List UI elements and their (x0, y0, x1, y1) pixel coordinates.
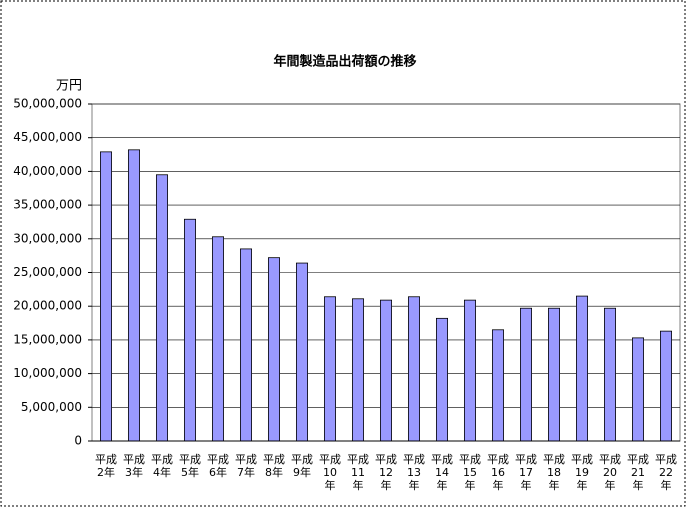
y-tick-label: 40,000,000 (13, 164, 82, 178)
y-unit: 万円 (56, 79, 82, 94)
x-tick-label: 平成4年 (151, 453, 173, 479)
x-tick-label: 平成20年 (599, 453, 621, 492)
x-tick-label: 平成9年 (291, 453, 313, 479)
y-tick-label: 45,000,000 (13, 130, 82, 144)
x-tick-label: 平成10年 (319, 453, 341, 492)
bar (604, 307, 617, 442)
y-tick-label: 25,000,000 (13, 265, 82, 279)
bar (407, 296, 420, 442)
x-tick-label: 平成5年 (179, 453, 201, 479)
y-tick-label: 0 (74, 434, 82, 448)
chart-title: 年間製造品出荷額の推移 (273, 54, 416, 70)
y-tick-label: 20,000,000 (13, 299, 82, 313)
bar (576, 295, 589, 442)
y-tick-label: 30,000,000 (13, 231, 82, 245)
x-tick-label: 平成13年 (403, 453, 425, 492)
x-tick-label: 平成12年 (375, 453, 397, 492)
x-tick-label: 平成16年 (487, 453, 509, 492)
bar (548, 307, 561, 442)
bar (323, 296, 336, 442)
bar (155, 174, 168, 442)
bar (100, 151, 113, 442)
bar (491, 329, 504, 442)
x-tick-label: 平成15年 (459, 453, 481, 492)
x-tick-label: 平成19年 (571, 453, 593, 492)
bar (351, 298, 364, 442)
x-tick-label: 平成21年 (627, 453, 649, 492)
bar (267, 257, 280, 442)
y-tick-label: 35,000,000 (13, 198, 82, 212)
x-tick-label: 平成11年 (347, 453, 369, 492)
bar (463, 299, 476, 442)
x-tick-label: 平成17年 (515, 453, 537, 492)
bar (239, 248, 252, 442)
x-tick-label: 平成2年 (95, 453, 117, 479)
y-tick-label: 15,000,000 (13, 332, 82, 346)
y-tick-label: 5,000,000 (21, 400, 82, 414)
bar (127, 149, 140, 442)
bar (183, 218, 196, 442)
x-tick-label: 平成22年 (655, 453, 677, 492)
x-tick-label: 平成18年 (543, 453, 565, 492)
y-tick-label: 10,000,000 (13, 366, 82, 380)
x-tick-label: 平成14年 (431, 453, 453, 492)
bar (295, 262, 308, 442)
x-tick-label: 平成8年 (263, 453, 285, 479)
x-tick-label: 平成6年 (207, 453, 229, 479)
bar (520, 307, 533, 442)
x-tick-label: 平成3年 (123, 453, 145, 479)
bar (660, 330, 673, 442)
y-tick-label: 50,000,000 (13, 97, 82, 111)
bar (211, 236, 224, 442)
bar (632, 337, 645, 442)
bar (379, 299, 392, 442)
bar (435, 317, 448, 442)
x-tick-label: 平成7年 (235, 453, 257, 479)
